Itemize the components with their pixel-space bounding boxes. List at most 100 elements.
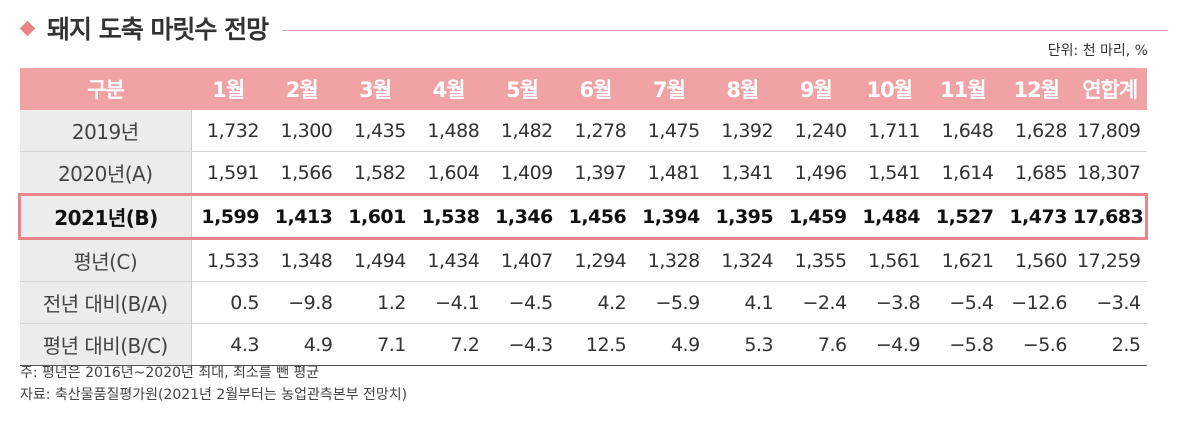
table-cell: −5.4 [926,281,1000,324]
unit-label: 단위: 천 마리, % [1047,43,1148,59]
table-cell: 1,346 [485,193,559,240]
table-cell: 1,561 [852,238,927,282]
table-cell: 4.1 [705,281,780,324]
table-cell: 1,409 [485,151,559,195]
table-cell: −4.3 [485,323,559,366]
table-cell: 7.1 [338,323,412,366]
table-cell: 1,732 [191,110,265,152]
table-row: 전년 대비(B/A) 0.5 −9.8 1.2 −4.1 −4.5 4.2 −5.9 4.1 −2… [19,281,1147,324]
page-title: 돼지 도축 마릿수 전망 [47,15,269,44]
row-label: 2019년 [19,110,192,152]
table-cell: −4.1 [411,281,486,324]
table-cell: 1,294 [558,238,633,282]
table-cell: 1,407 [485,238,559,282]
table-cell: 1,341 [705,151,780,195]
table-cell: 1,300 [264,110,339,152]
row-label: 평년(C) [19,238,192,282]
table-row: 2021년(B) 1,599 1,413 1,601 1,538 1,346 1,456 1,… [18,193,1148,240]
table-cell: 4.2 [558,281,633,324]
header-month: 1월 [191,68,265,110]
table-cell: 17,683 [1072,193,1148,240]
header-month: 11월 [926,68,1000,110]
row-label: 2020년(A) [19,151,192,195]
table-cell: 1,481 [632,151,706,195]
table-cell: 1,434 [411,238,486,282]
header-month: 4월 [411,68,486,110]
header-annual-total: 연합계 [1072,68,1147,110]
footnote-note: 주: 평년은 2016년~2020년 최대, 최소를 뺀 평균 [20,365,320,381]
table-cell: 1.2 [338,281,412,324]
table-cell: −5.8 [926,323,1000,366]
table-cell: 1,328 [632,238,706,282]
table-cell: 4.9 [632,323,706,366]
table-cell: 1,648 [926,110,1000,152]
table-cell: 1,459 [779,193,853,240]
title-row: 돼지 도축 마릿수 전망 [18,8,1168,48]
table-cell: −3.4 [1072,281,1147,324]
table-cell: 1,582 [338,151,412,195]
table-cell: −4.5 [485,281,559,324]
table-cell: 1,604 [411,151,486,195]
table-cell: 1,494 [338,238,412,282]
table-cell: 1,473 [999,193,1073,240]
table-cell: 1,533 [191,238,265,282]
forecast-table: 구분 1월 2월 3월 4월 5월 6월 7월 8월 9월 10월 11월 12… [18,68,1148,366]
table-cell: −3.8 [852,281,927,324]
table-cell: 1,685 [999,151,1073,195]
table-cell: 0.5 [191,281,265,324]
table-cell: 1,348 [264,238,339,282]
table-cell: 1,395 [705,193,780,240]
table-cell: 1,475 [632,110,706,152]
table-cell: 1,621 [926,238,1000,282]
table-cell: 7.2 [411,323,486,366]
table-cell: 1,484 [852,193,927,240]
row-label: 2021년(B) [18,193,192,240]
table-cell: 1,591 [191,151,265,195]
table-cell: 1,599 [191,193,265,240]
table-cell: 5.3 [705,323,780,366]
table-cell: −2.4 [779,281,853,324]
table-header-row: 구분 1월 2월 3월 4월 5월 6월 7월 8월 9월 10월 11월 12… [19,68,1147,110]
header-month: 3월 [338,68,412,110]
header-month: 5월 [485,68,559,110]
diamond-bullet-icon [19,20,36,36]
header-month: 12월 [999,68,1073,110]
table-cell: 1,394 [632,193,706,240]
table-cell: 1,496 [779,151,853,195]
table-cell: 1,488 [411,110,486,152]
row-label: 평년 대비(B/C) [19,323,192,366]
table-cell: 1,628 [999,110,1073,152]
table-cell: 1,541 [852,151,927,195]
table-cell: 17,809 [1072,110,1147,152]
footnote-source: 자료: 축산물품질평가원(2021년 2월부터는 농업관측본부 전망치) [20,387,408,403]
table-cell: 1,392 [705,110,780,152]
header-category: 구분 [19,68,192,110]
table-cell: 1,324 [705,238,780,282]
table-cell: 1,278 [558,110,633,152]
table-cell: 1,614 [926,151,1000,195]
table-cell: 7.6 [779,323,853,366]
header-month: 10월 [852,68,927,110]
table-cell: 4.3 [191,323,265,366]
title-divider [282,29,1168,31]
table-cell: 1,538 [411,193,486,240]
table-cell: 1,482 [485,110,559,152]
footnotes: 주: 평년은 2016년~2020년 최대, 최소를 뺀 평균 자료: 축산물품… [20,362,407,406]
table-cell: −12.6 [999,281,1073,324]
table-cell: −5.9 [632,281,706,324]
table-row: 2019년 1,732 1,300 1,435 1,488 1,482 1,278 1,475… [19,110,1147,152]
table-cell: 1,566 [264,151,339,195]
table-cell: 1,355 [779,238,853,282]
table-cell: 1,456 [558,193,633,240]
table-cell: 4.9 [264,323,339,366]
table-cell: 1,435 [338,110,412,152]
table-row: 평년(C) 1,533 1,348 1,494 1,434 1,407 1,294 1,328… [19,238,1147,282]
table-cell: 1,560 [999,238,1073,282]
header-month: 8월 [705,68,780,110]
table-cell: 1,413 [264,193,339,240]
header-month: 7월 [632,68,706,110]
table-cell: 1,601 [338,193,412,240]
table-cell: 1,240 [779,110,853,152]
header-month: 2월 [264,68,339,110]
table-cell: 18,307 [1072,151,1147,195]
